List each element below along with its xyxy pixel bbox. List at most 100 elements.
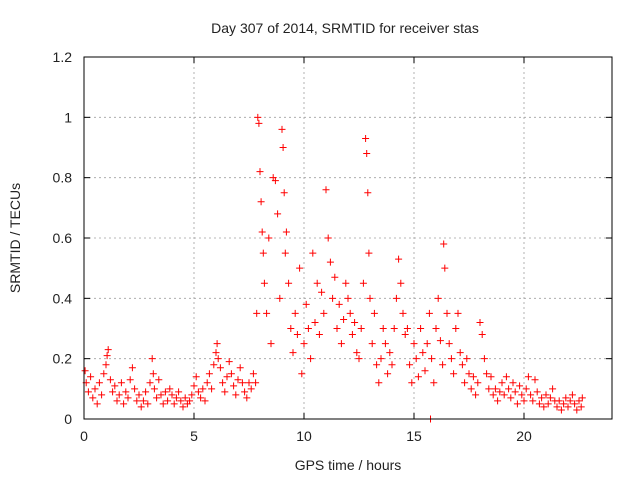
data-point bbox=[271, 177, 279, 185]
data-point bbox=[296, 264, 304, 272]
data-point bbox=[555, 397, 563, 405]
data-point bbox=[227, 370, 235, 378]
data-point bbox=[467, 385, 475, 393]
data-point bbox=[337, 340, 345, 348]
data-point bbox=[170, 400, 178, 408]
data-point bbox=[329, 294, 337, 302]
grid-lines bbox=[84, 57, 612, 419]
data-point bbox=[326, 258, 334, 266]
data-point bbox=[531, 376, 539, 384]
data-point bbox=[408, 379, 416, 387]
data-point bbox=[111, 382, 119, 390]
data-point bbox=[281, 249, 289, 257]
data-point bbox=[553, 403, 561, 411]
data-point bbox=[260, 279, 268, 287]
data-point bbox=[322, 186, 330, 194]
data-point bbox=[257, 198, 265, 206]
data-point bbox=[265, 234, 273, 242]
data-point bbox=[276, 294, 284, 302]
data-point bbox=[573, 406, 581, 414]
data-point bbox=[313, 279, 321, 287]
data-point bbox=[494, 397, 502, 405]
data-point bbox=[153, 394, 161, 402]
data-point bbox=[225, 358, 233, 366]
data-point bbox=[254, 113, 262, 121]
data-point bbox=[89, 394, 97, 402]
data-point bbox=[445, 340, 453, 348]
data-point bbox=[155, 376, 163, 384]
data-point bbox=[516, 382, 524, 390]
data-point bbox=[386, 349, 394, 357]
data-point bbox=[199, 385, 207, 393]
data-point bbox=[487, 373, 495, 381]
data-point bbox=[149, 370, 157, 378]
data-point bbox=[441, 264, 449, 272]
data-point bbox=[177, 397, 185, 405]
data-point bbox=[186, 397, 194, 405]
data-point bbox=[302, 300, 310, 308]
data-point bbox=[212, 349, 220, 357]
y-tick-label: 0.8 bbox=[53, 170, 73, 186]
data-point bbox=[500, 391, 508, 399]
data-point bbox=[247, 385, 255, 393]
data-point bbox=[307, 355, 315, 363]
data-point bbox=[544, 400, 552, 408]
data-point bbox=[527, 391, 535, 399]
data-point bbox=[342, 279, 350, 287]
data-point bbox=[428, 355, 436, 363]
data-point bbox=[150, 385, 158, 393]
data-point bbox=[234, 376, 242, 384]
data-point bbox=[491, 385, 499, 393]
data-point bbox=[507, 394, 515, 402]
data-point bbox=[142, 388, 150, 396]
x-tick-label: 5 bbox=[190, 428, 198, 444]
data-point bbox=[535, 400, 543, 408]
data-point bbox=[397, 279, 405, 287]
data-point bbox=[502, 373, 510, 381]
data-point bbox=[188, 391, 196, 399]
data-point bbox=[423, 340, 431, 348]
data-point bbox=[95, 379, 103, 387]
data-point bbox=[381, 340, 389, 348]
x-axis-label: GPS time / hours bbox=[295, 457, 402, 473]
data-point bbox=[93, 400, 101, 408]
data-point bbox=[113, 397, 121, 405]
y-axis-ticks: 0 0.2 0.4 0.6 0.8 1 1.2 bbox=[53, 49, 612, 427]
chart-title: Day 307 of 2014, SRMTID for receiver sta… bbox=[211, 20, 479, 36]
data-point bbox=[571, 400, 579, 408]
data-point bbox=[560, 400, 568, 408]
data-point bbox=[144, 400, 152, 408]
data-point bbox=[131, 385, 139, 393]
data-point bbox=[542, 391, 550, 399]
data-point bbox=[135, 391, 143, 399]
data-point bbox=[148, 355, 156, 363]
data-point bbox=[258, 228, 266, 236]
data-point bbox=[540, 403, 548, 411]
data-point bbox=[538, 394, 546, 402]
data-point bbox=[434, 294, 442, 302]
data-point bbox=[133, 397, 141, 405]
data-point bbox=[557, 406, 565, 414]
data-point bbox=[474, 379, 482, 387]
data-point bbox=[366, 294, 374, 302]
data-point bbox=[315, 331, 323, 339]
data-point bbox=[164, 397, 172, 405]
data-point bbox=[320, 309, 328, 317]
data-point bbox=[333, 325, 341, 332]
data-point bbox=[406, 361, 414, 369]
data-point bbox=[192, 373, 200, 381]
x-tick-label: 15 bbox=[406, 428, 422, 444]
data-point bbox=[159, 400, 167, 408]
data-point bbox=[344, 294, 352, 302]
data-point bbox=[421, 367, 429, 375]
data-point bbox=[230, 382, 238, 390]
data-point bbox=[578, 394, 586, 402]
data-point bbox=[549, 385, 557, 393]
data-point bbox=[122, 388, 130, 396]
data-point bbox=[120, 400, 128, 408]
data-point bbox=[335, 300, 343, 308]
data-point bbox=[172, 394, 180, 402]
data-point bbox=[436, 337, 444, 345]
data-point bbox=[304, 325, 312, 332]
